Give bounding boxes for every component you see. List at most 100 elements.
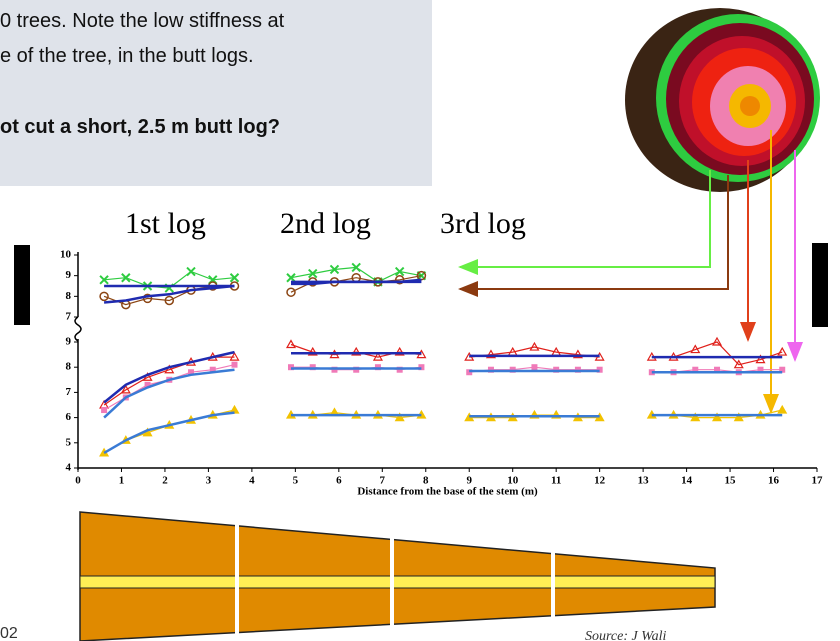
marker: [144, 381, 151, 388]
marker: [229, 351, 240, 361]
y-tick-label: 8: [66, 361, 72, 373]
tapered-log: [79, 511, 716, 641]
marker: [188, 369, 195, 376]
marker: [121, 273, 131, 283]
text-line: ot cut a short, 2.5 m butt log?: [0, 116, 280, 138]
marker: [692, 366, 699, 373]
x-tick-label: 0: [75, 475, 81, 487]
x-tick-label: 6: [336, 475, 342, 487]
x-tick-label: 16: [768, 475, 780, 487]
marker: [394, 346, 405, 356]
marker: [120, 384, 131, 394]
marker: [690, 344, 701, 354]
y-tick-label: 10: [60, 249, 72, 261]
marker: [329, 264, 340, 275]
marker: [142, 293, 153, 304]
marker: [288, 364, 295, 371]
black-tab: [14, 245, 30, 325]
marker: [755, 354, 766, 364]
marker: [101, 407, 108, 414]
y-tick-label: 7: [66, 386, 72, 398]
marker: [596, 366, 603, 373]
marker: [711, 412, 723, 422]
marker: [394, 412, 405, 422]
marker: [164, 295, 175, 306]
marker: [209, 366, 216, 373]
marker: [307, 346, 318, 356]
arrows: [458, 130, 803, 414]
x-tick-label: 2: [162, 475, 168, 487]
log-label: 3rd log: [440, 207, 526, 240]
x-tick-label: 5: [293, 475, 299, 487]
marker: [711, 336, 723, 346]
marker: [714, 366, 721, 373]
x-axis-label: Distance from the base of the stem (m): [357, 486, 538, 498]
marker: [690, 412, 701, 422]
marker: [229, 273, 240, 283]
x-tick-label: 13: [638, 475, 650, 487]
marker: [99, 275, 109, 285]
log-cross-section: [625, 8, 820, 192]
marker: [286, 287, 296, 297]
marker: [372, 351, 383, 361]
text-line: e of the tree, in the butt logs.: [0, 45, 254, 67]
marker: [531, 364, 538, 371]
x-tick-label: 7: [380, 475, 386, 487]
marker: [574, 366, 581, 373]
marker: [231, 361, 238, 368]
marker: [509, 366, 516, 373]
marker: [351, 346, 362, 356]
source: Source: J Wali: [585, 629, 666, 641]
y-tick-label: 7: [66, 311, 72, 323]
y-tick-label: 9: [66, 269, 72, 281]
marker: [99, 291, 109, 302]
marker: [779, 366, 786, 373]
marker: [777, 346, 788, 356]
y-tick-label: 4: [66, 462, 72, 474]
x-tick-label: 17: [812, 475, 824, 487]
fit-line: [103, 367, 783, 419]
y-tick-label: 9: [66, 336, 72, 348]
y-tick-label: 8: [66, 290, 72, 302]
marker: [733, 412, 744, 422]
x-tick-label: 9: [466, 475, 472, 487]
marker: [553, 366, 560, 373]
marker: [374, 364, 381, 371]
marker: [777, 404, 788, 414]
y-tick-label: 6: [66, 411, 72, 423]
fit-line: [103, 411, 783, 454]
x-tick-label: 4: [249, 475, 255, 487]
marker: [418, 364, 425, 371]
x-tick-label: 14: [681, 475, 693, 487]
x-tick-label: 3: [206, 475, 212, 487]
marker: [309, 364, 316, 371]
x-tick-label: 11: [551, 475, 561, 487]
x-tick-label: 15: [725, 475, 737, 487]
x-tick-label: 8: [423, 475, 429, 487]
footer: 02: [0, 625, 18, 641]
axis-break: [74, 316, 82, 342]
log-label: 2nd log: [280, 207, 371, 240]
fit-line: [103, 350, 783, 404]
marker: [529, 341, 540, 351]
marker: [487, 366, 494, 373]
marker: [572, 349, 583, 359]
black-tab: [812, 243, 828, 327]
x-tick-label: 1: [119, 475, 125, 487]
marker: [186, 266, 196, 277]
marker: [733, 359, 744, 369]
marker: [308, 268, 318, 279]
y-tick-label: 5: [66, 436, 72, 448]
fit-line: [103, 278, 422, 304]
marker: [416, 270, 427, 281]
marker: [394, 275, 405, 285]
marker: [485, 349, 497, 359]
text-line: 0 trees. Note the low stiffness at: [0, 10, 285, 32]
marker: [351, 262, 361, 273]
x-tick-label: 12: [594, 475, 606, 487]
marker: [285, 339, 297, 349]
text-box: [0, 0, 432, 186]
log-label: 1st log: [125, 207, 206, 240]
